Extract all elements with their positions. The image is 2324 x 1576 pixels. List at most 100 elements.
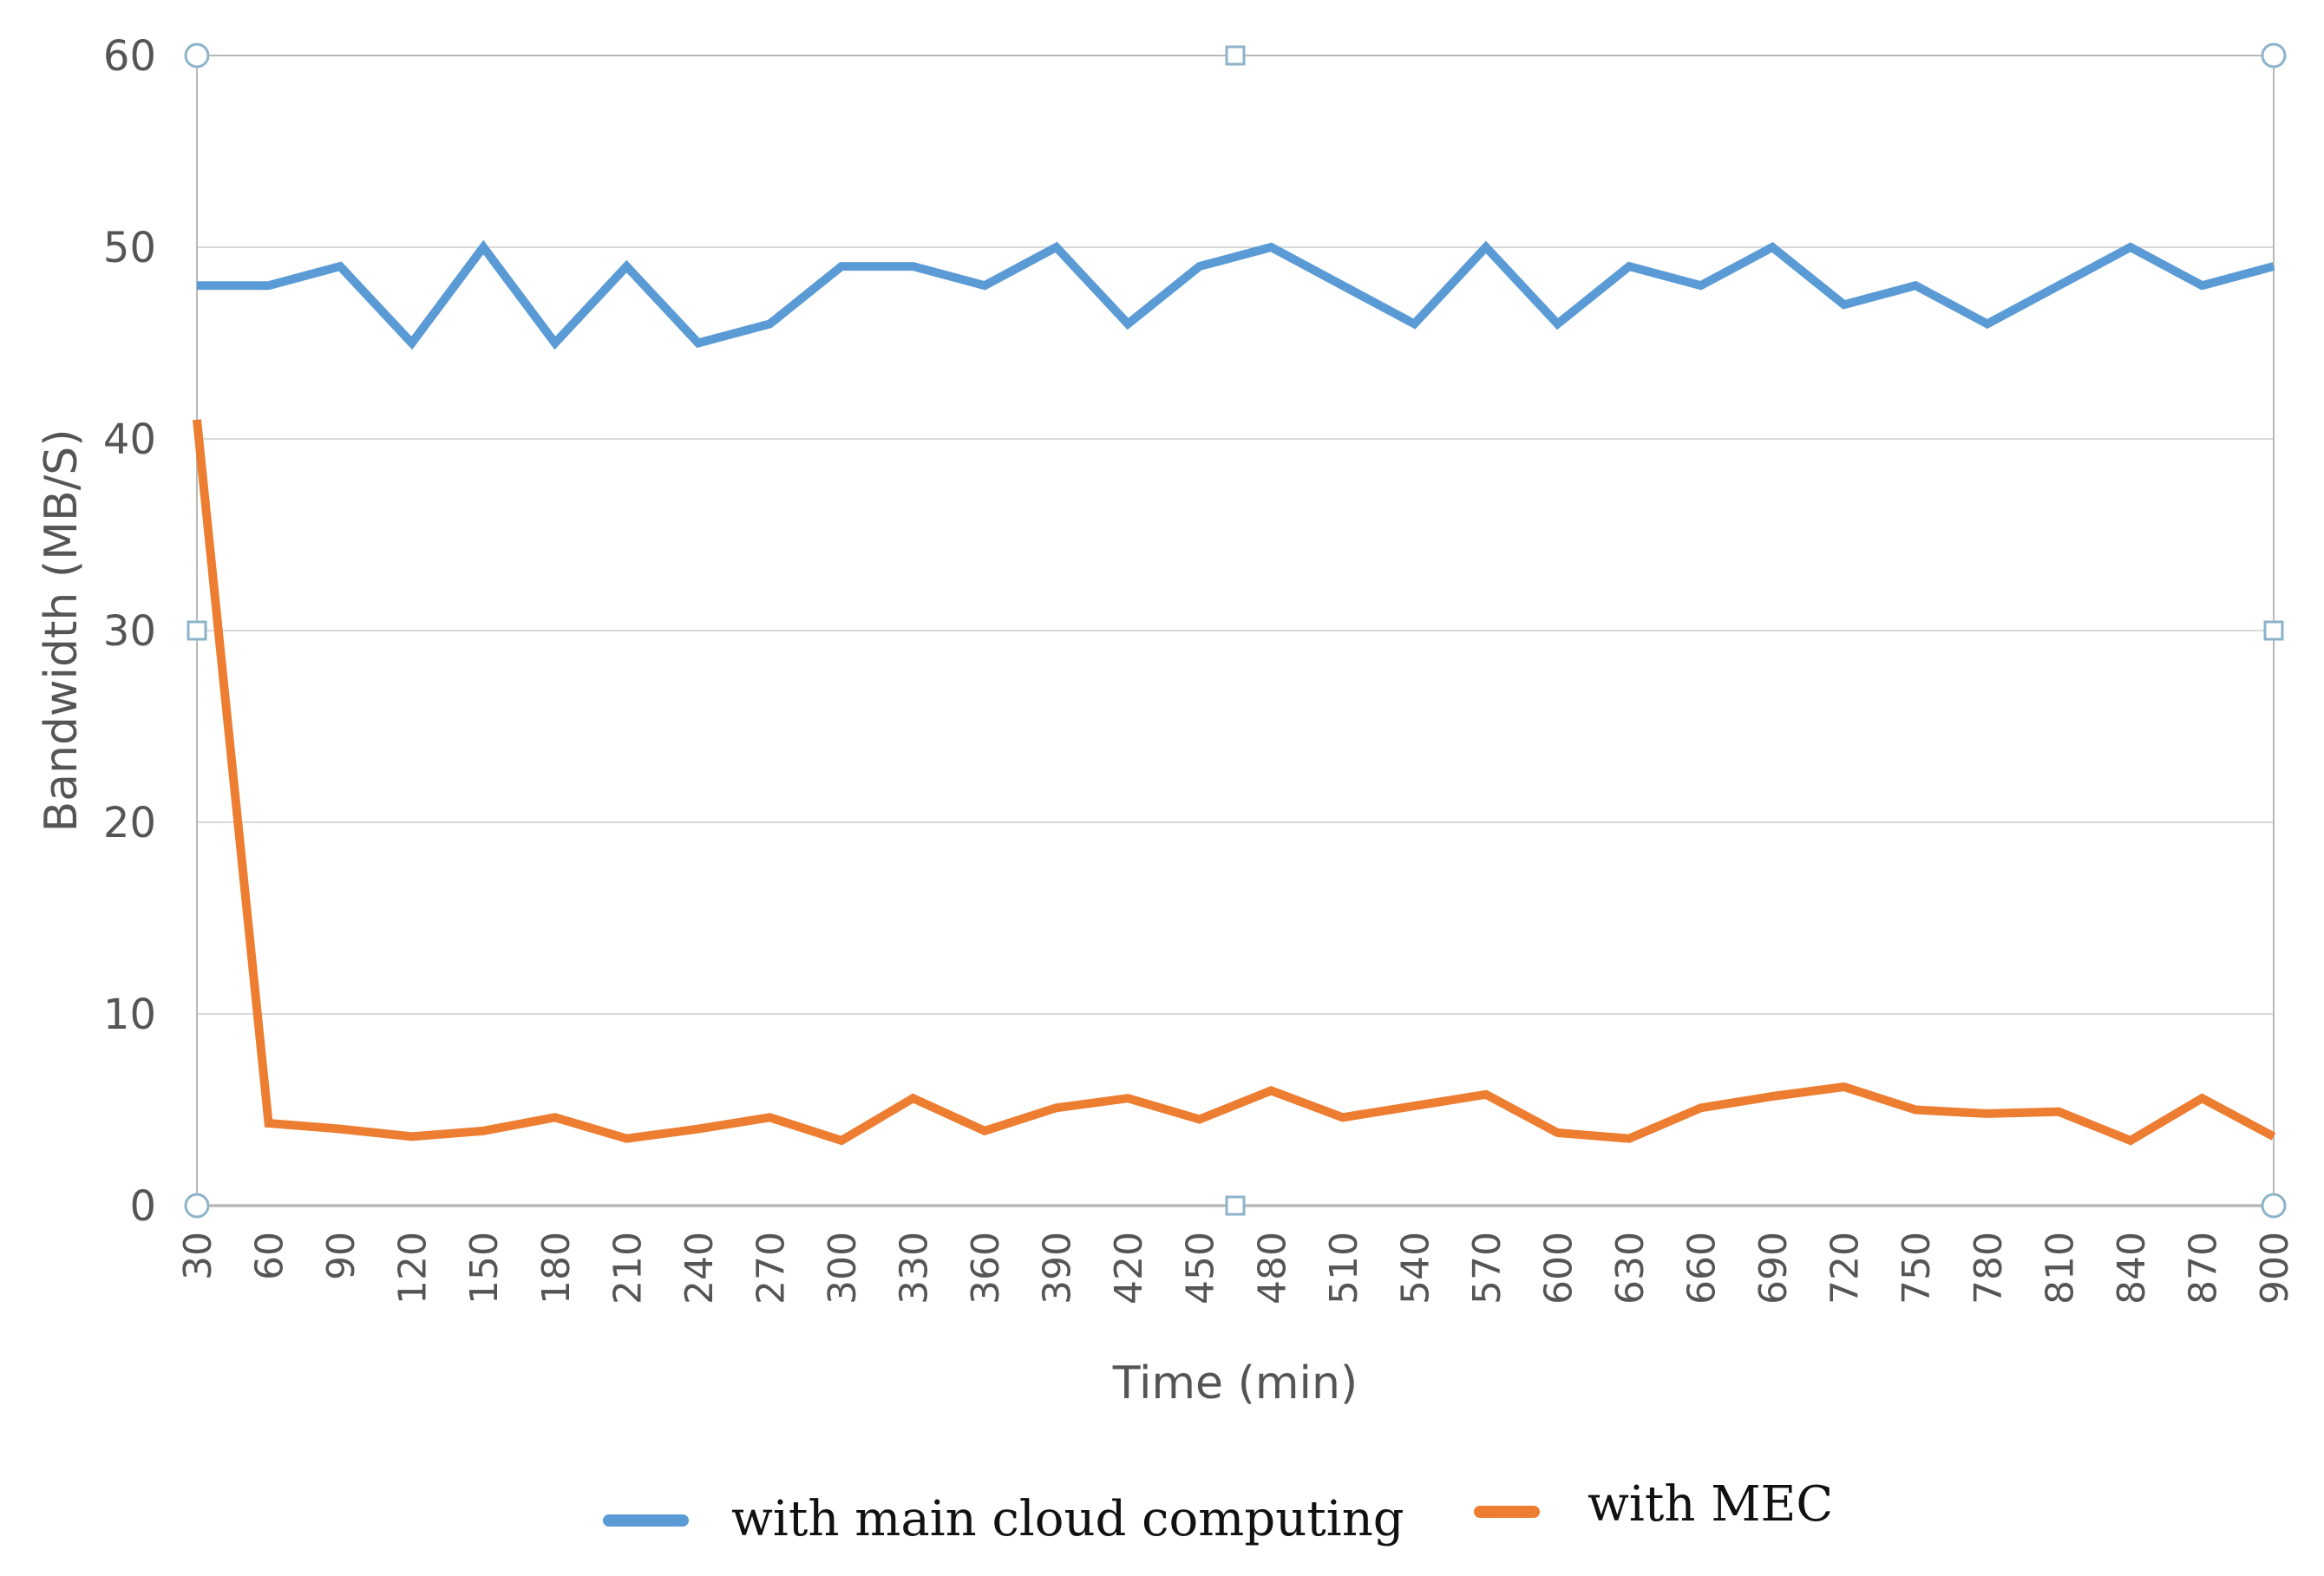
x-tick-label-180: 180 <box>534 1232 579 1305</box>
data-point-s0-660 <box>1700 284 1702 286</box>
corner-handle-0 <box>184 43 210 69</box>
data-point-s0-180 <box>554 343 556 344</box>
data-point-s0-750 <box>1915 284 1916 286</box>
data-point-s1-60 <box>268 1122 270 1124</box>
data-point-s1-630 <box>1628 1138 1630 1140</box>
x-tick-label-360: 360 <box>964 1232 1008 1305</box>
data-point-s1-240 <box>697 1128 699 1130</box>
x-tick-label-120: 120 <box>391 1232 435 1305</box>
data-point-s0-540 <box>1413 323 1415 324</box>
corner-handle-2 <box>184 1193 210 1219</box>
selection-handles <box>184 43 2287 1219</box>
data-point-s0-690 <box>1771 246 1773 248</box>
data-point-s1-570 <box>1485 1094 1487 1095</box>
data-point-s1-150 <box>482 1130 484 1132</box>
series-line-1 <box>193 419 2276 1146</box>
data-point-s0-120 <box>411 343 413 344</box>
data-point-s0-570 <box>1485 246 1487 248</box>
data-point-s0-390 <box>1056 246 1057 248</box>
data-point-s1-90 <box>339 1128 341 1130</box>
data-point-s0-60 <box>268 284 270 286</box>
x-tick-label-630: 630 <box>1608 1232 1653 1305</box>
x-tick-label-870: 870 <box>2181 1232 2225 1305</box>
data-point-s1-180 <box>554 1116 556 1118</box>
data-point-s0-30 <box>196 284 198 286</box>
data-point-s1-360 <box>984 1130 985 1132</box>
y-tick-label-10: 10 <box>103 991 156 1039</box>
x-tick-label-810: 810 <box>2038 1232 2082 1305</box>
x-tick-label-750: 750 <box>1895 1232 1939 1305</box>
data-point-s0-330 <box>913 265 914 267</box>
x-tick-label-450: 450 <box>1179 1232 1223 1305</box>
data-point-s1-840 <box>2130 1140 2131 1141</box>
data-point-s0-210 <box>625 265 627 267</box>
x-axis-title: Time (min) <box>1112 1357 1358 1409</box>
data-point-s1-540 <box>1413 1105 1415 1107</box>
data-point-s1-690 <box>1771 1095 1773 1097</box>
x-tick-label-30: 30 <box>176 1232 220 1280</box>
data-point-s0-240 <box>697 343 699 344</box>
data-point-s0-270 <box>769 323 770 324</box>
data-point-s1-900 <box>2273 1135 2275 1137</box>
series-line-0 <box>197 239 2275 350</box>
data-point-s0-90 <box>339 265 341 267</box>
x-tick-label-660: 660 <box>1680 1232 1725 1305</box>
data-point-s1-510 <box>1342 1116 1344 1118</box>
data-point-s0-420 <box>1127 323 1129 324</box>
data-point-s1-810 <box>2058 1111 2059 1113</box>
data-point-s1-720 <box>1843 1086 1845 1088</box>
data-point-s0-150 <box>482 246 484 248</box>
x-tick-label-150: 150 <box>462 1232 507 1305</box>
data-point-s1-330 <box>913 1097 914 1099</box>
edge-handle-2 <box>187 620 207 641</box>
x-tick-label-690: 690 <box>1751 1232 1796 1305</box>
data-point-s0-900 <box>2273 265 2275 267</box>
x-tick-label-720: 720 <box>1823 1232 1868 1305</box>
data-point-s1-660 <box>1700 1107 1702 1108</box>
y-axis-ticks: 0 10 20 30 40 50 60 <box>103 32 156 1231</box>
data-point-s0-780 <box>1987 323 1988 324</box>
edge-handle-3 <box>2263 620 2284 641</box>
x-tick-label-300: 300 <box>821 1232 865 1305</box>
x-tick-label-420: 420 <box>1107 1232 1151 1305</box>
x-tick-label-60: 60 <box>248 1232 292 1280</box>
y-tick-label-30: 30 <box>103 607 156 656</box>
legend: with main cloud computing with MEC <box>603 1476 1833 1547</box>
y-tick-label-60: 60 <box>103 32 156 81</box>
y-tick-label-20: 20 <box>103 799 156 847</box>
x-tick-label-900: 900 <box>2253 1232 2297 1305</box>
grid-layer <box>197 55 2274 1207</box>
x-tick-label-330: 330 <box>893 1232 937 1305</box>
x-tick-label-240: 240 <box>678 1232 722 1305</box>
data-point-s0-300 <box>841 265 842 267</box>
edge-handle-0 <box>1225 45 1246 66</box>
corner-handle-1 <box>2261 43 2287 69</box>
corner-handle-3 <box>2261 1193 2287 1219</box>
x-tick-label-780: 780 <box>1967 1232 2011 1305</box>
data-point-s0-360 <box>984 284 985 286</box>
data-point-s1-30 <box>196 419 198 421</box>
x-axis-ticks: 30 60 90 120 150 180 210 240 270 300 330 360 390 420 4… <box>176 1232 2297 1305</box>
data-point-s1-210 <box>625 1138 627 1140</box>
data-point-s1-120 <box>411 1135 413 1137</box>
data-point-s1-870 <box>2201 1097 2203 1099</box>
series-layer <box>193 239 2276 1146</box>
x-tick-label-480: 480 <box>1250 1232 1294 1305</box>
data-point-s0-810 <box>2058 284 2059 286</box>
data-point-s1-270 <box>769 1116 770 1118</box>
data-point-s1-600 <box>1556 1132 1558 1134</box>
data-point-s1-750 <box>1915 1109 1916 1111</box>
data-point-s1-480 <box>1270 1089 1272 1091</box>
data-point-s0-600 <box>1556 323 1558 324</box>
x-tick-label-570: 570 <box>1465 1232 1509 1305</box>
y-tick-label-50: 50 <box>103 224 156 272</box>
x-tick-label-840: 840 <box>2110 1232 2154 1305</box>
legend-label-mec: with MEC <box>1588 1476 1833 1533</box>
x-tick-label-510: 510 <box>1322 1232 1366 1305</box>
y-tick-label-40: 40 <box>103 415 156 464</box>
y-tick-label-0: 0 <box>129 1182 156 1231</box>
data-point-s0-840 <box>2130 246 2131 248</box>
legend-label-cloud: with main cloud computing <box>731 1491 1404 1547</box>
x-tick-label-390: 390 <box>1036 1232 1080 1305</box>
